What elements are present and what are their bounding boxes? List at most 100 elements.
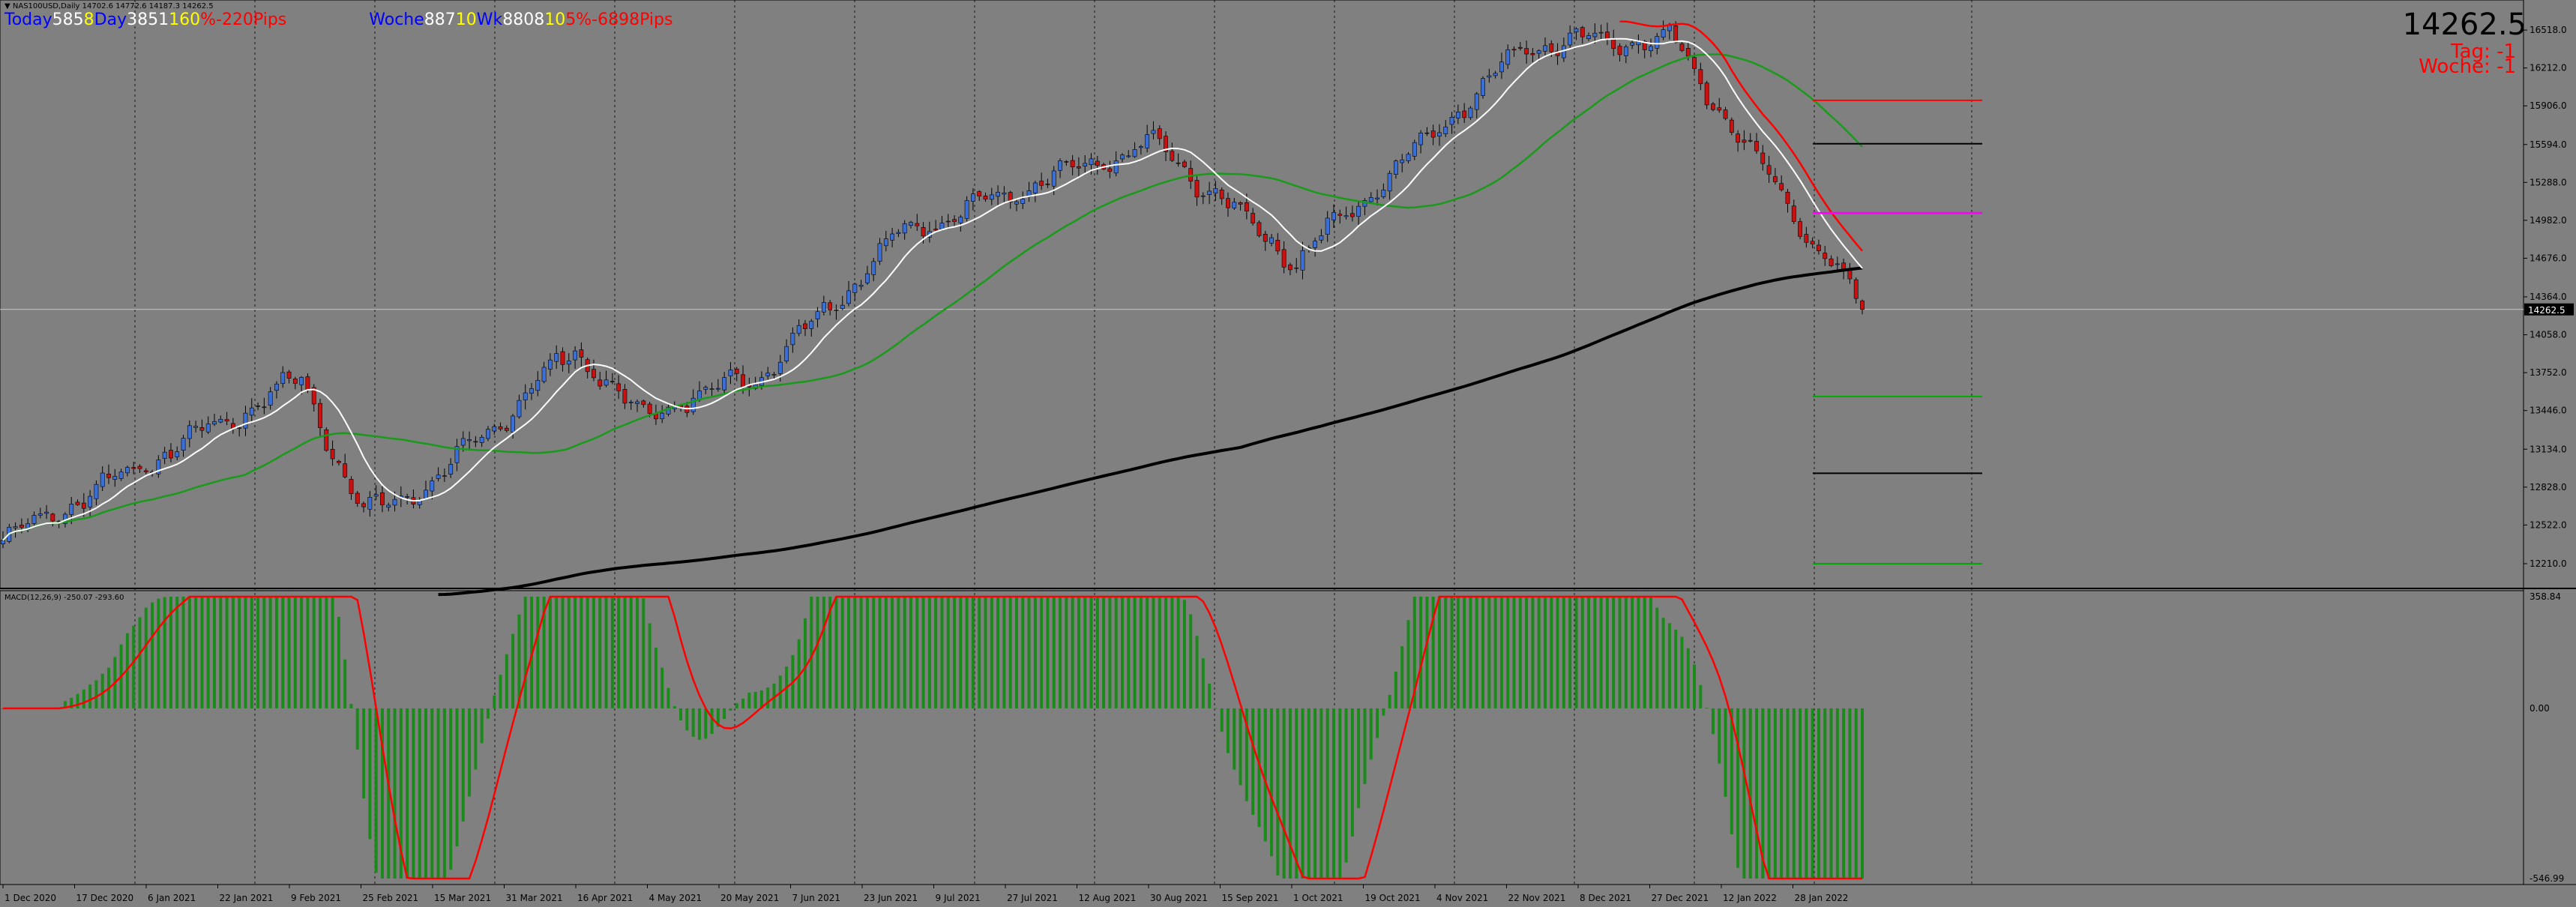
candle-body	[336, 460, 341, 463]
candle-body	[1505, 49, 1511, 65]
candle-body	[343, 463, 348, 477]
macd-histogram-bar	[604, 597, 608, 708]
candle-body	[1349, 213, 1355, 217]
macd-histogram-bar	[1674, 630, 1678, 708]
macd-histogram-bar	[1754, 708, 1758, 879]
candle-body	[1, 540, 5, 544]
info-segment: Woche	[369, 10, 424, 29]
macd-histogram-bar	[567, 597, 571, 708]
tag-counter-label: Tag: -1	[2451, 40, 2516, 63]
date-tick-label: 28 Jan 2022	[1795, 893, 1849, 903]
candle-body	[1823, 253, 1828, 259]
candle-body	[448, 463, 454, 474]
macd-histogram-bar	[598, 597, 602, 708]
macd-histogram-bar	[1463, 597, 1466, 708]
macd-histogram-bar	[1282, 708, 1286, 879]
candle-body	[1667, 25, 1672, 31]
macd-histogram-bar	[1325, 708, 1329, 879]
candle-body	[877, 243, 882, 262]
candle-body	[666, 406, 671, 415]
candle-body	[1685, 48, 1691, 57]
macd-histogram-bar	[1773, 708, 1777, 879]
candle-body	[865, 273, 870, 283]
macd-histogram-bar	[872, 597, 876, 708]
info-segment: 10	[455, 10, 477, 29]
candle-body	[728, 370, 733, 376]
macd-histogram-bar	[847, 597, 851, 708]
macd-histogram-bar	[953, 597, 957, 708]
candle-body	[1368, 197, 1373, 202]
macd-histogram-bar	[1450, 597, 1454, 708]
price-tick-label: 15906.0	[2530, 100, 2567, 111]
macd-histogram-bar	[1854, 708, 1858, 879]
macd-histogram-bar	[1164, 597, 1168, 708]
macd-histogram-bar	[971, 597, 975, 708]
macd-histogram-bar	[959, 597, 963, 708]
macd-tick-label: -546.99	[2530, 873, 2564, 884]
info-segment: Pips	[253, 10, 287, 29]
macd-histogram-bar	[1146, 597, 1149, 708]
candle-body	[1120, 154, 1125, 160]
macd-histogram-bar	[1412, 597, 1416, 708]
macd-histogram-bar	[1182, 600, 1186, 708]
price-tick-label: 14982.0	[2530, 215, 2567, 226]
candle-body	[1847, 270, 1853, 280]
macd-histogram-bar	[1562, 597, 1565, 708]
macd-histogram-bar	[1736, 708, 1740, 868]
candle-body	[1829, 259, 1834, 266]
macd-histogram-bar	[306, 597, 310, 708]
candle-body	[1039, 181, 1044, 186]
price-tick-label: 16518.0	[2530, 25, 2567, 35]
candle-body	[1605, 31, 1610, 40]
macd-histogram-bar	[1829, 708, 1833, 879]
candle-body	[883, 238, 888, 247]
candle-body	[1791, 205, 1796, 222]
ma-fast-line	[2, 37, 1863, 541]
macd-histogram-bar	[1002, 597, 1006, 708]
macd-histogram-bar	[1083, 597, 1087, 708]
candle-body	[622, 389, 628, 404]
candle-body	[1300, 250, 1305, 271]
candle-body	[187, 425, 192, 439]
macd-histogram-bar	[1014, 597, 1018, 708]
macd-histogram-bar	[878, 597, 882, 708]
candle-body	[367, 497, 373, 510]
macd-histogram-bar	[909, 597, 912, 708]
candle-body	[1164, 136, 1168, 152]
candle-body	[828, 302, 833, 310]
macd-histogram-bar	[648, 623, 651, 708]
macd-histogram-bar	[1133, 597, 1137, 708]
candle-body	[193, 426, 199, 428]
ma-50-line	[2, 53, 1863, 541]
info-segment: 8808	[502, 10, 545, 29]
candle-body	[1499, 61, 1504, 73]
macd-histogram-bar	[244, 597, 247, 708]
macd-histogram-bar	[368, 708, 372, 840]
last-price-readout: 14262.5	[2402, 7, 2527, 42]
macd-histogram-bar	[82, 689, 85, 708]
macd-histogram-bar	[449, 708, 453, 870]
macd-histogram-bar	[759, 690, 763, 708]
candle-body	[218, 418, 223, 423]
macd-histogram-bar	[859, 597, 863, 708]
macd-histogram-bar	[88, 684, 92, 708]
info-segment: 5%	[565, 10, 592, 29]
macd-histogram-bar	[803, 618, 807, 708]
macd-histogram-bar	[921, 597, 925, 708]
candle-body	[1182, 161, 1187, 167]
macd-histogram-bar	[1643, 597, 1646, 708]
macd-histogram-bar	[430, 708, 434, 879]
candle-body	[958, 217, 963, 223]
candle-body	[902, 223, 907, 234]
macd-histogram-bar	[1444, 597, 1448, 708]
candle-body	[1611, 38, 1616, 49]
macd-histogram-bar	[710, 708, 714, 734]
macd-histogram-bar	[834, 597, 838, 708]
macd-histogram-bar	[1618, 597, 1622, 708]
candle-body	[1449, 117, 1454, 125]
candle-body	[224, 419, 229, 422]
candle-body	[771, 374, 777, 376]
macd-histogram-bar	[1686, 648, 1690, 708]
